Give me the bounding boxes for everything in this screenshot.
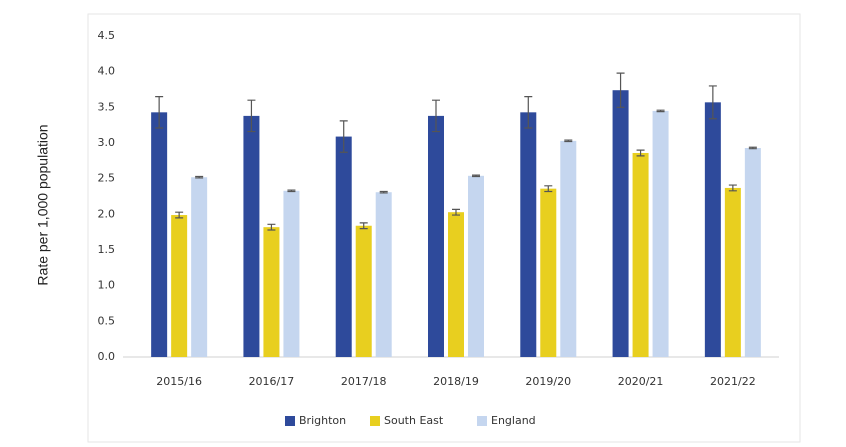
- bar: [171, 215, 188, 357]
- legend-label: South East: [384, 414, 444, 427]
- bar: [540, 188, 557, 357]
- x-tick-label: 2021/22: [710, 375, 756, 388]
- x-tick-label: 2018/19: [433, 375, 479, 388]
- error-bar: [379, 190, 388, 194]
- y-tick-label: 4.5: [98, 29, 116, 42]
- bar: [243, 115, 260, 357]
- bar: [355, 225, 372, 357]
- bar: [191, 177, 208, 357]
- y-tick-label: 3.0: [98, 136, 116, 149]
- error-bar: [472, 174, 480, 178]
- x-tick-label: 2016/17: [249, 375, 295, 388]
- error-bar: [564, 139, 573, 143]
- error-bar: [287, 189, 296, 193]
- x-tick-label: 2019/20: [525, 375, 571, 388]
- error-bar: [155, 96, 164, 129]
- error-bar: [728, 184, 737, 192]
- error-bar: [656, 109, 665, 113]
- error-bar: [524, 96, 533, 129]
- bar: [652, 110, 669, 358]
- error-bar: [432, 99, 440, 133]
- legend-label: Brighton: [299, 414, 346, 427]
- x-tick-label: 2020/21: [618, 375, 664, 388]
- error-bar: [339, 120, 348, 153]
- error-bar: [708, 85, 717, 120]
- bar: [263, 227, 280, 357]
- error-bar: [359, 222, 368, 230]
- y-axis-label: Rate per 1,000 population: [35, 124, 51, 285]
- legend-swatch: [285, 416, 295, 426]
- bar: [375, 192, 392, 357]
- error-bar: [452, 208, 460, 216]
- error-bar: [247, 99, 256, 133]
- y-tick-label: 2.0: [98, 207, 116, 220]
- bar: [283, 190, 300, 357]
- bar: [335, 136, 352, 357]
- bar: [151, 112, 168, 358]
- bar: [632, 152, 649, 357]
- error-bar: [636, 149, 645, 157]
- x-tick-label: 2015/16: [156, 375, 202, 388]
- error-bar: [267, 223, 276, 231]
- bar: [560, 140, 577, 357]
- error-bar: [175, 211, 184, 219]
- y-tick-label: 4.0: [98, 65, 116, 78]
- bar: [520, 112, 537, 358]
- error-bar: [748, 146, 757, 150]
- y-tick-label: 0.0: [98, 350, 116, 363]
- y-tick-label: 3.5: [98, 100, 116, 113]
- x-tick-label: 2017/18: [341, 375, 387, 388]
- y-tick-label: 2.5: [98, 172, 116, 185]
- bar: [428, 115, 444, 357]
- bar: [448, 212, 464, 357]
- legend-swatch: [477, 416, 487, 426]
- bar: [468, 175, 484, 357]
- error-bar: [544, 185, 553, 193]
- y-tick-label: 1.5: [98, 243, 116, 256]
- legend-swatch: [370, 416, 380, 426]
- y-tick-label: 0.5: [98, 314, 116, 327]
- bar: [744, 147, 761, 357]
- bar: [704, 102, 721, 357]
- y-tick-label: 1.0: [98, 279, 116, 292]
- error-bar: [195, 175, 204, 179]
- bar: [612, 90, 629, 358]
- error-bar: [616, 72, 625, 108]
- legend-label: England: [491, 414, 536, 427]
- bar: [724, 187, 741, 357]
